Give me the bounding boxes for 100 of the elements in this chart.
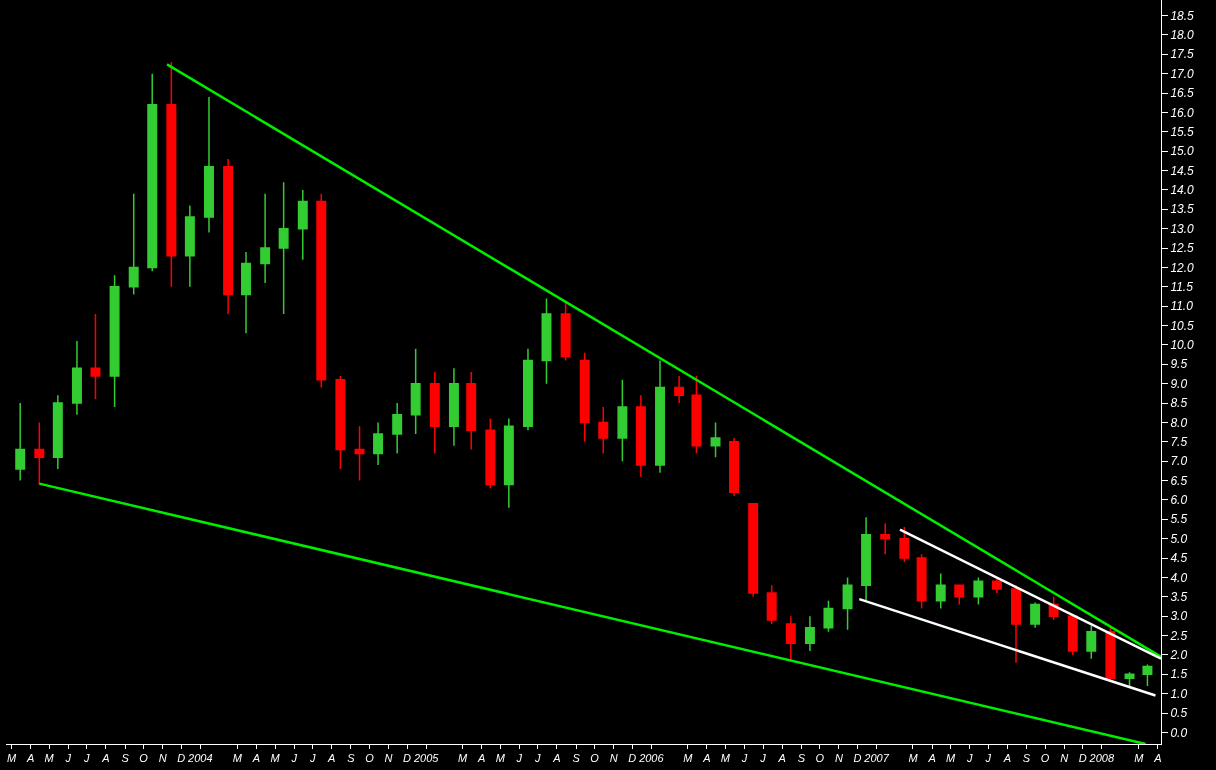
candlestick [278,181,289,315]
candlestick [466,371,477,451]
x-tick-label: S [121,752,130,765]
x-tick-label: A [477,752,486,765]
candlestick [522,348,533,431]
y-tick-label: 7.5 [1170,434,1188,449]
x-tick-label: J [759,752,767,765]
y-tick-label: 11.0 [1170,299,1194,314]
y-tick-label: 9.5 [1170,357,1188,372]
x-tick-label: A [26,752,35,765]
candlestick [297,189,308,261]
x-tick-label: A [327,752,336,765]
x-tick-label: J [64,752,72,765]
x-tick-label: J [984,752,992,765]
y-tick-label: 14.5 [1170,163,1195,178]
x-tick-label: D [177,752,186,765]
x-tick-label: O [365,752,375,765]
y-tick-label: 1.5 [1170,667,1188,682]
y-tick-label: 10.0 [1170,338,1195,353]
candlestick [410,348,421,435]
y-tick-label: 8.5 [1170,396,1188,411]
x-tick-label: A [927,752,936,765]
candlestick [916,553,927,610]
x-tick-label: 2008 [1088,752,1115,765]
y-tick-label: 15.5 [1170,124,1195,139]
candlestick [973,576,984,606]
y-tick-label: 16.0 [1170,105,1195,120]
y-tick-label: 2.0 [1169,648,1188,663]
candlestick [935,572,946,610]
candlestick [90,313,101,400]
x-tick-label: O [590,752,600,765]
candlestick [316,193,327,389]
candlestick [617,379,628,462]
candlestick [899,526,910,563]
y-tick-label: 18.5 [1170,8,1195,23]
x-tick-label: D [628,752,637,765]
y-tick-label: 12.0 [1170,260,1195,275]
y-tick-label: 0.0 [1170,725,1188,740]
y-tick-label: 11.5 [1170,279,1194,294]
candlestick [541,297,552,385]
candlestick [241,251,251,334]
x-tick-label: N [609,752,618,765]
y-tick-label: 8.0 [1170,415,1188,430]
x-tick-label: A [702,752,711,765]
y-tick-label: 18.0 [1170,28,1195,43]
candlestick [1124,671,1135,687]
candlestick [1105,627,1116,683]
candlestick [861,516,872,602]
candlestick [223,158,234,315]
x-tick-label: A [777,752,786,765]
y-tick-label: 4.0 [1170,570,1188,585]
x-tick-label: J [83,752,91,765]
x-tick-label: M [457,752,468,765]
candlestick [710,421,721,458]
candlestick [954,584,965,606]
x-tick-label: S [1022,752,1031,765]
candlestick [260,193,271,284]
y-tick-label: 1.0 [1170,686,1188,701]
candlestick [1067,613,1078,656]
candlestick [392,402,403,455]
x-tick-label: J [740,752,748,765]
y-tick-label: 17.0 [1170,66,1195,81]
candlestick [579,351,590,443]
y-tick-label: 16.5 [1170,86,1195,101]
candlestick [485,417,496,489]
y-tick-label: 4.5 [1170,551,1188,566]
x-tick-label: J [308,752,316,765]
y-tick-label: 3.0 [1170,609,1188,624]
candlestick [71,340,82,416]
x-tick-label: D [1078,752,1087,765]
candlestick [1030,601,1041,629]
candlestick [1086,625,1097,660]
x-tick-label: J [515,752,523,765]
candlestick [354,425,365,482]
x-tick-label: M [270,752,281,765]
candlestick [109,274,120,408]
candlestick [785,615,796,662]
candlestick [147,72,158,272]
x-tick-label: S [347,752,356,765]
y-tick-label: 9.0 [1170,376,1188,391]
candlestick [748,503,759,598]
y-tick-label: 12.5 [1170,241,1195,256]
candlestick [842,576,853,631]
candlestick [335,375,346,470]
candlestick [448,367,459,447]
y-tick-label: 14.0 [1170,183,1195,198]
candlestick [15,402,26,482]
x-tick-label: N [158,752,167,765]
x-tick-label: M [495,752,506,765]
candlestick [560,301,571,362]
candlestick [991,576,1002,594]
x-tick-label: A [101,752,110,765]
x-tick-label: S [572,752,581,765]
x-tick-label: M [683,752,694,765]
y-tick-label: 6.5 [1170,473,1188,488]
candlestick [1011,584,1021,664]
candlestick [635,394,646,478]
x-tick-label: 2004 [187,752,213,765]
x-tick-label: M [908,752,919,765]
candlestick [1142,663,1153,687]
